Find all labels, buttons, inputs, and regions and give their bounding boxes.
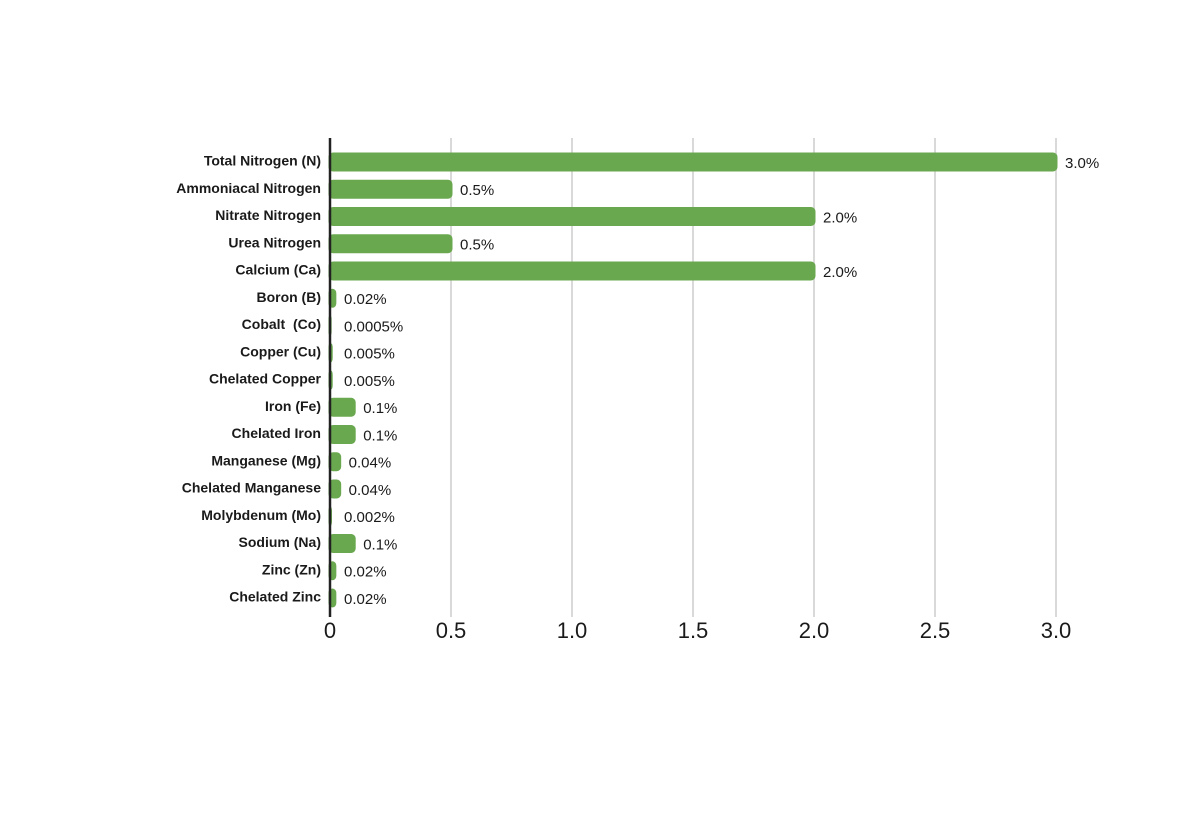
bar <box>328 479 342 499</box>
bar <box>328 179 453 199</box>
x-tick-label: 0.5 <box>436 618 467 643</box>
x-tick-label: 0 <box>324 618 336 643</box>
x-tick-label: 2.5 <box>920 618 951 643</box>
y-tick-label: Boron (B) <box>256 289 321 305</box>
value-label: 0.002% <box>344 509 395 526</box>
y-tick-label: Nitrate Nitrogen <box>215 207 321 223</box>
value-label: 0.1% <box>363 400 397 417</box>
y-tick-label: Urea Nitrogen <box>228 234 321 250</box>
value-label: 0.005% <box>344 373 395 390</box>
value-label: 0.0005% <box>344 318 403 335</box>
y-tick-label: Chelated Copper <box>209 371 322 387</box>
bar <box>328 261 816 281</box>
y-tick-label: Total Nitrogen (N) <box>204 153 321 169</box>
value-label: 2.0% <box>823 209 857 226</box>
y-tick-label: Calcium (Ca) <box>235 262 321 278</box>
value-label: 3.0% <box>1065 155 1099 172</box>
x-tick-label: 1.5 <box>678 618 709 643</box>
y-tick-label: Sodium (Na) <box>239 534 321 550</box>
y-tick-label: Iron (Fe) <box>265 398 321 414</box>
value-label: 0.04% <box>349 455 392 472</box>
y-tick-label: Molybdenum (Mo) <box>201 507 321 523</box>
bar <box>328 425 356 444</box>
value-label: 0.02% <box>344 291 387 308</box>
y-tick-label: Manganese (Mg) <box>211 452 321 468</box>
y-tick-label: Ammoniacal Nitrogen <box>176 180 321 196</box>
value-label: 0.1% <box>363 427 397 444</box>
value-label: 0.5% <box>460 237 494 254</box>
y-tick-label: Chelated Iron <box>232 425 321 441</box>
value-label: 0.02% <box>344 591 387 608</box>
bar <box>328 452 342 472</box>
y-tick-label: Copper (Cu) <box>240 343 321 359</box>
bar <box>328 152 1058 172</box>
y-tick-label: Chelated Zinc <box>229 589 321 605</box>
x-tick-label: 2.0 <box>799 618 830 643</box>
value-label: 0.5% <box>460 182 494 199</box>
bar <box>328 234 453 254</box>
value-label: 2.0% <box>823 264 857 281</box>
x-tick-label: 3.0 <box>1041 618 1072 643</box>
y-tick-label: Zinc (Zn) <box>262 561 321 577</box>
value-label: 0.04% <box>349 482 392 499</box>
bar <box>328 397 356 417</box>
x-tick-label: 1.0 <box>557 618 588 643</box>
y-tick-label: Cobalt (Co) <box>242 316 321 332</box>
bar <box>328 207 816 226</box>
value-label: 0.1% <box>363 536 397 553</box>
value-label: 0.02% <box>344 564 387 581</box>
value-label: 0.005% <box>344 346 395 363</box>
bar <box>328 534 356 553</box>
y-tick-label: Chelated Manganese <box>182 480 321 496</box>
